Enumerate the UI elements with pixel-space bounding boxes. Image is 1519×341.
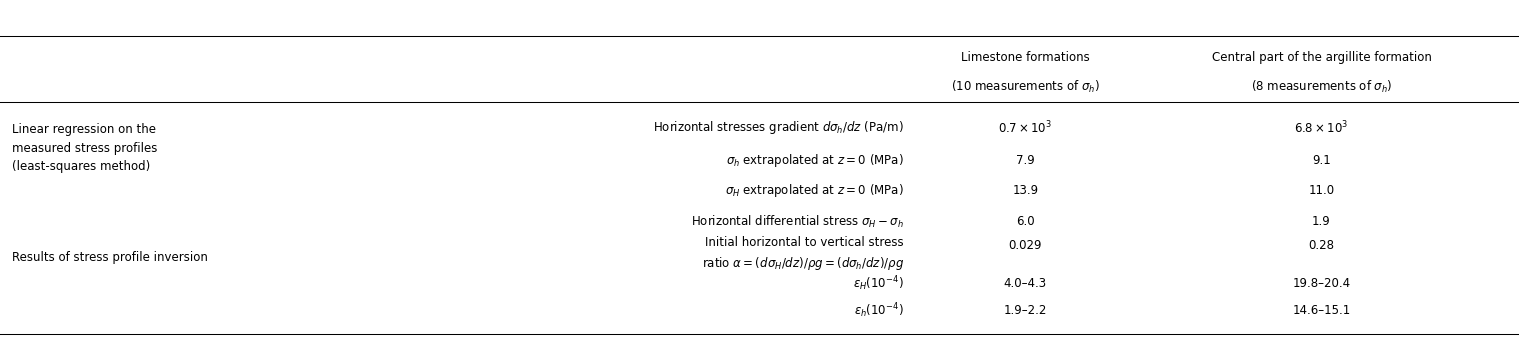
Text: 14.6–15.1: 14.6–15.1 — [1293, 305, 1350, 317]
Text: 19.8–20.4: 19.8–20.4 — [1293, 277, 1350, 290]
Text: (10 measurements of $\sigma_h$): (10 measurements of $\sigma_h$) — [951, 79, 1100, 95]
Text: Horizontal differential stress $\sigma_H - \sigma_h$: Horizontal differential stress $\sigma_H… — [691, 213, 904, 230]
Text: $\varepsilon_h(10^{-4})$: $\varepsilon_h(10^{-4})$ — [854, 302, 904, 320]
Text: Initial horizontal to vertical stress
ratio $\alpha = (d\sigma_H/dz)/\rho g = (d: Initial horizontal to vertical stress ra… — [702, 236, 904, 272]
Text: (8 measurements of $\sigma_h$): (8 measurements of $\sigma_h$) — [1250, 79, 1393, 95]
Text: 1.9–2.2: 1.9–2.2 — [1004, 305, 1047, 317]
Text: 13.9: 13.9 — [1012, 184, 1039, 197]
Text: Central part of the argillite formation: Central part of the argillite formation — [1212, 51, 1431, 64]
Text: $0.7 \times 10^3$: $0.7 \times 10^3$ — [998, 120, 1053, 136]
Text: $\varepsilon_H(10^{-4})$: $\varepsilon_H(10^{-4})$ — [854, 275, 904, 293]
Text: Linear regression on the
measured stress profiles
(least-squares method): Linear regression on the measured stress… — [12, 123, 158, 173]
Text: 1.9: 1.9 — [1312, 215, 1331, 228]
Text: 6.0: 6.0 — [1016, 215, 1034, 228]
Text: $\sigma_h$ extrapolated at $z = 0$ (MPa): $\sigma_h$ extrapolated at $z = 0$ (MPa) — [726, 152, 904, 169]
Text: 11.0: 11.0 — [1308, 184, 1335, 197]
Text: 0.28: 0.28 — [1308, 239, 1335, 252]
Text: Limestone formations: Limestone formations — [962, 51, 1089, 64]
Text: Results of stress profile inversion: Results of stress profile inversion — [12, 251, 208, 264]
Text: 7.9: 7.9 — [1016, 154, 1034, 167]
Text: $\sigma_H$ extrapolated at $z = 0$ (MPa): $\sigma_H$ extrapolated at $z = 0$ (MPa) — [725, 182, 904, 199]
Text: $6.8 \times 10^3$: $6.8 \times 10^3$ — [1294, 120, 1349, 136]
Text: 0.029: 0.029 — [1009, 239, 1042, 252]
Text: 9.1: 9.1 — [1312, 154, 1331, 167]
Text: Horizontal stresses gradient $d\sigma_h/dz$ (Pa/m): Horizontal stresses gradient $d\sigma_h/… — [653, 119, 904, 136]
Text: 4.0–4.3: 4.0–4.3 — [1004, 277, 1047, 290]
